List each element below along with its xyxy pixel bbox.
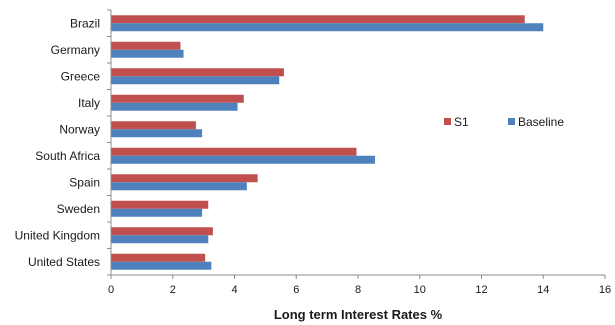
legend-swatch-s1 — [444, 118, 451, 125]
bar-s1-brazil — [111, 15, 525, 24]
x-tick-label: 12 — [475, 284, 487, 296]
x-axis-title: Long term Interest Rates % — [274, 307, 443, 322]
category-label: United Kingdom — [15, 228, 100, 242]
legend-label-baseline: Baseline — [518, 115, 564, 129]
bar-s1-germany — [111, 41, 181, 50]
bar-baseline-brazil — [111, 23, 544, 32]
x-tick-label: 16 — [599, 284, 611, 296]
x-tick-label: 10 — [414, 284, 426, 296]
bar-s1-italy — [111, 94, 244, 103]
legend-swatch-baseline — [508, 118, 515, 125]
bar-baseline-germany — [111, 49, 184, 58]
category-label: Brazil — [70, 16, 100, 30]
bar-baseline-greece — [111, 76, 280, 85]
bar-baseline-united-kingdom — [111, 235, 209, 244]
x-axis: 0 2 4 6 8 10 12 14 16 — [107, 9, 611, 296]
bar-s1-united-kingdom — [111, 227, 213, 236]
x-tick-label: 14 — [537, 284, 549, 296]
x-tick-label: 8 — [355, 284, 361, 296]
x-tick-label: 4 — [231, 284, 237, 296]
bar-s1-south-africa — [111, 147, 357, 156]
bar-s1-spain — [111, 174, 258, 183]
x-tick-label: 6 — [293, 284, 299, 296]
category-label: South Africa — [35, 149, 100, 163]
x-tick-label: 2 — [170, 284, 176, 296]
category-label: Sweden — [57, 202, 100, 216]
bar-baseline-italy — [111, 102, 238, 111]
bar-baseline-sweden — [111, 208, 203, 217]
category-label: Italy — [78, 96, 100, 110]
category-label: Germany — [51, 43, 100, 57]
bar-s1-greece — [111, 68, 284, 77]
x-tick-label: 0 — [108, 284, 114, 296]
bar-baseline-south-africa — [111, 155, 375, 164]
category-label: Greece — [61, 69, 101, 83]
bars-layer — [111, 15, 544, 270]
category-label: Norway — [59, 122, 100, 136]
category-labels: Brazil Germany Greece Italy Norway South Afri… — [15, 16, 101, 269]
bar-baseline-spain — [111, 182, 247, 191]
bar-s1-sweden — [111, 200, 209, 209]
bar-baseline-norway — [111, 129, 203, 138]
bar-s1-norway — [111, 121, 196, 130]
bar-s1-united-states — [111, 253, 206, 262]
category-label: United States — [28, 255, 100, 269]
legend: S1 Baseline — [444, 115, 564, 129]
bar-baseline-united-states — [111, 261, 212, 270]
legend-label-s1: S1 — [454, 115, 469, 129]
category-label: Spain — [69, 175, 100, 189]
